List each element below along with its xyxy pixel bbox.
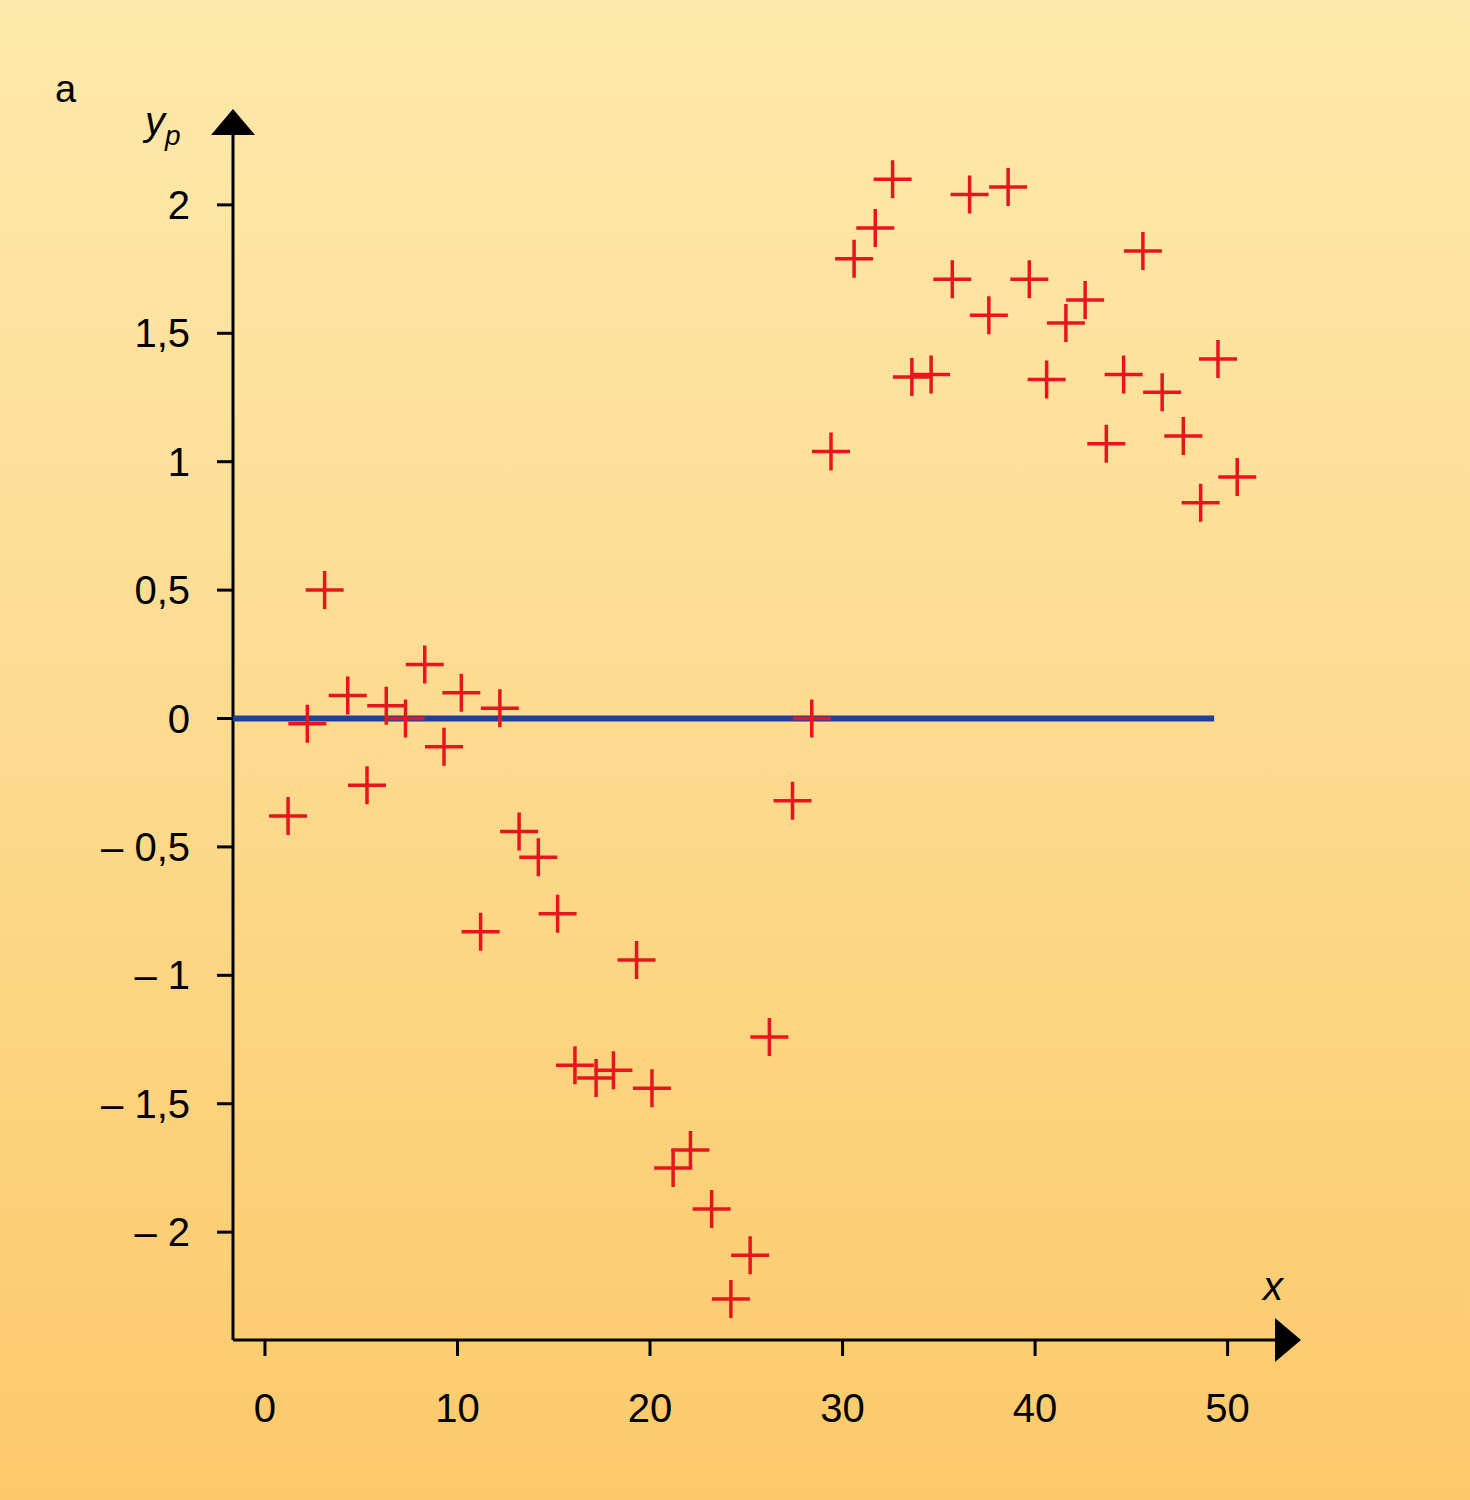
point (874, 160, 912, 198)
point (306, 571, 344, 609)
x-tick-label: 30 (820, 1386, 865, 1430)
point (731, 1236, 769, 1274)
y-tick-label: – 1,5 (101, 1082, 190, 1126)
point (654, 1149, 692, 1187)
point (481, 689, 519, 727)
point (970, 296, 1008, 334)
point (1199, 340, 1237, 378)
point (1010, 260, 1048, 298)
point (1218, 458, 1256, 496)
y-arrow (211, 109, 255, 135)
y-tick-label: 0,5 (134, 568, 190, 612)
point (693, 1190, 731, 1228)
y-tick (217, 1231, 233, 1234)
point (773, 782, 811, 820)
y-tick (217, 717, 233, 720)
x-label: x (1261, 1264, 1285, 1308)
point (933, 260, 971, 298)
point (1143, 373, 1181, 411)
point (712, 1280, 750, 1318)
chart: a x yp 0 10 20 30 40 50 – 2 – 1,5 – 1 – 0,5 0 0,5 1 1,5 2 (0, 0, 1470, 1500)
point (835, 240, 873, 278)
y-tick (217, 589, 233, 592)
x-tick (456, 1340, 459, 1356)
point (348, 766, 386, 804)
x-tick-label: 0 (254, 1386, 276, 1430)
x-tick (263, 1340, 266, 1356)
x-tick-label: 20 (628, 1386, 673, 1430)
x-tick (1034, 1340, 1037, 1356)
y-tick (217, 203, 233, 206)
y-tick-label: – 1 (134, 953, 190, 997)
y-tick-label: – 2 (134, 1210, 190, 1254)
point (1105, 355, 1143, 393)
zero-line (233, 716, 1214, 722)
y-tick-label: 1 (168, 440, 190, 484)
y-tick-label: – 0,5 (101, 825, 190, 869)
title: a (55, 68, 77, 110)
y-tick (217, 845, 233, 848)
x-tick (1226, 1340, 1229, 1356)
point (288, 705, 326, 743)
y-tick-label: 1,5 (134, 311, 190, 355)
y-label-sub: p (164, 120, 181, 151)
point (500, 813, 538, 851)
x-tick-label: 50 (1205, 1386, 1250, 1430)
point (951, 176, 989, 214)
y-label: yp (142, 99, 181, 151)
y-tick-label: 2 (168, 183, 190, 227)
x-tick (841, 1340, 844, 1356)
point (425, 728, 463, 766)
point (856, 209, 894, 247)
plot-area (233, 160, 1256, 1318)
x-tick (649, 1340, 652, 1356)
point (750, 1018, 788, 1056)
y-tick (217, 332, 233, 335)
point (462, 913, 500, 951)
y-tick (217, 1102, 233, 1105)
x-arrow (1275, 1318, 1301, 1362)
point (519, 838, 557, 876)
point (594, 1051, 632, 1089)
point (618, 941, 656, 979)
point (912, 355, 950, 393)
y-tick (217, 974, 233, 977)
y-tick (217, 460, 233, 463)
point (406, 646, 444, 684)
point (1047, 304, 1085, 342)
point (577, 1059, 615, 1097)
point (442, 674, 480, 712)
point (1124, 232, 1162, 270)
x-tick-label: 40 (1013, 1386, 1058, 1430)
point (1164, 417, 1202, 455)
point (1028, 361, 1066, 399)
point (812, 432, 850, 470)
point (329, 676, 367, 714)
point (793, 700, 831, 738)
x-tick-label: 10 (435, 1386, 480, 1430)
point (269, 797, 307, 835)
point (989, 168, 1027, 206)
point (539, 895, 577, 933)
point (387, 700, 425, 738)
point (633, 1069, 671, 1107)
point (1182, 484, 1220, 522)
y-tick-label: 0 (168, 697, 190, 741)
point (1087, 425, 1125, 463)
point (671, 1131, 709, 1169)
point (1066, 281, 1104, 319)
point (893, 358, 931, 396)
y-axis (232, 115, 235, 1340)
x-axis (233, 1339, 1295, 1342)
